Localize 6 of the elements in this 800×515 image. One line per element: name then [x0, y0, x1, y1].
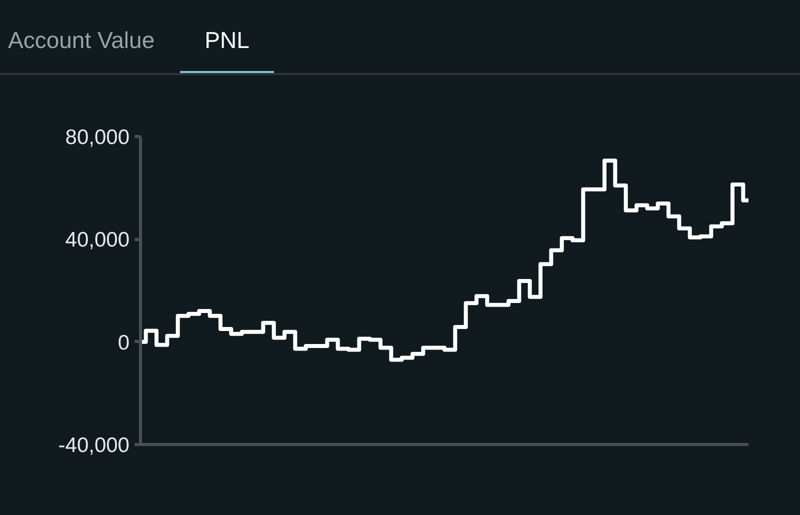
y-tick-label: -40,000 [58, 434, 130, 457]
y-tick-label: 40,000 [65, 228, 130, 252]
y-tick-label: 0 [118, 331, 130, 354]
y-tick-label: 80,000 [65, 126, 130, 149]
text: Account Value [7, 26, 156, 55]
text: PNL [180, 24, 274, 73]
